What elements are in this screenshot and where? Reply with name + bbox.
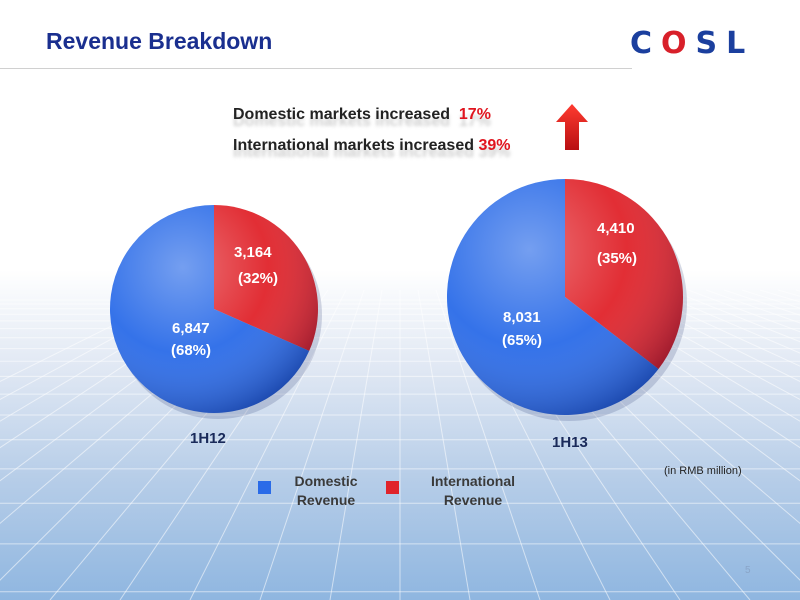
slice-percent-label: (35%) [597, 250, 637, 267]
slice-percent-label: (32%) [238, 270, 278, 287]
slice-value-label: 6,847 [172, 320, 210, 337]
logo-letter: L [726, 26, 755, 61]
slice-value-label: 3,164 [234, 244, 272, 261]
slice-value-label: 8,031 [503, 309, 541, 326]
pie-chart-1h13: 8,031 (65%) 4,410 (35%) 1H13 [447, 179, 687, 451]
pie-chart-1h12: 6,847 (68%) 3,164 (32%) 1H12 [109, 205, 322, 447]
up-arrow-icon [556, 104, 588, 150]
unit-note: (in RMB million) [664, 465, 742, 477]
slice-percent-label: (65%) [502, 332, 542, 349]
highlight-international-growth: International markets increased 39% [233, 137, 510, 155]
legend-swatch [386, 481, 399, 494]
globe-shading [447, 179, 683, 415]
company-logo: COSL [630, 26, 754, 61]
page-number: 5 [745, 565, 751, 576]
highlight-value: 17% [458, 106, 491, 123]
slice-value-label: 4,410 [597, 220, 635, 237]
highlight-value: 39% [478, 137, 511, 154]
legend-swatch [258, 481, 271, 494]
highlight-text: Domestic markets increased [233, 106, 450, 123]
highlight-text: International markets increased [233, 137, 474, 154]
legend-label-international: International Revenue [430, 473, 515, 508]
highlight-domestic-growth: Domestic markets increased 17% [233, 106, 491, 124]
globe-shading [110, 205, 318, 413]
slice-percent-label: (68%) [171, 342, 211, 359]
period-label: 1H13 [552, 434, 588, 451]
slide-title: Revenue Breakdown [46, 28, 273, 54]
logo-letter: C [630, 26, 662, 61]
logo-letter: S [695, 26, 727, 61]
logo-letter: O [661, 26, 696, 61]
legend-swatch-international [386, 481, 399, 494]
legend-swatch-domestic [258, 481, 271, 494]
period-label: 1H12 [190, 430, 226, 447]
title-divider [0, 68, 632, 69]
legend-label-domestic: Domestic Revenue [294, 473, 358, 508]
